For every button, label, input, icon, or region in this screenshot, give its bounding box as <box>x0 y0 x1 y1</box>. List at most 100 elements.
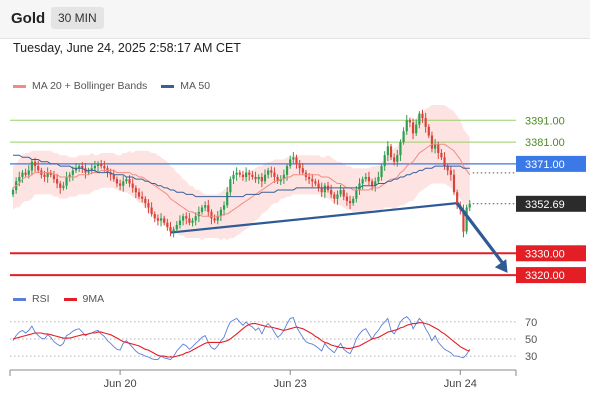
ma50-line <box>13 154 470 198</box>
candle-body <box>411 122 415 134</box>
candle-body <box>386 146 389 156</box>
legend-swatch-ma50 <box>161 84 175 88</box>
candle-body <box>213 218 216 221</box>
candle-body <box>339 190 342 195</box>
candle-body <box>109 172 112 175</box>
legend-label-9ma: 9MA <box>82 293 105 305</box>
candle-body <box>200 207 204 212</box>
candle-body <box>348 200 352 204</box>
candle-body <box>333 194 336 199</box>
legend-swatch-ma20 <box>13 84 26 88</box>
candle-body <box>323 185 326 193</box>
candle-body <box>207 205 210 212</box>
candle-body <box>119 183 122 186</box>
candle-body <box>285 166 289 175</box>
candle-body <box>260 176 263 182</box>
candle-body <box>367 176 371 182</box>
candle-body <box>254 176 257 180</box>
candle-body <box>125 179 128 182</box>
candle-body <box>49 172 52 175</box>
candle-body <box>115 179 119 184</box>
trendline <box>170 202 458 234</box>
candle-body <box>295 157 298 164</box>
candle-body <box>263 174 267 182</box>
candle-body <box>172 229 175 232</box>
candle-body <box>402 131 405 143</box>
candle-body <box>465 207 468 232</box>
candle-body <box>134 187 137 193</box>
candle-body <box>289 159 292 167</box>
candle-body <box>314 181 317 184</box>
level-tag-3330.00 <box>516 245 586 262</box>
candle-body <box>427 126 430 136</box>
candle-body <box>342 190 345 197</box>
candle-body <box>440 152 443 158</box>
candle-body <box>71 170 74 175</box>
candle-body <box>374 181 377 186</box>
candle-body <box>317 183 320 188</box>
candle-body <box>434 144 437 149</box>
candle-body <box>191 220 194 223</box>
legend-swatch-rsi <box>13 297 26 301</box>
candle-body <box>100 163 103 167</box>
candle-body <box>301 168 304 173</box>
candle-body <box>144 198 147 204</box>
rsi-tick-30: 30 <box>525 351 537 363</box>
candle-body <box>222 205 226 210</box>
legend-swatch-9ma <box>63 297 77 301</box>
candle-body <box>74 168 78 171</box>
candle-body <box>421 113 424 119</box>
candle-body <box>68 174 71 177</box>
rsi-line <box>12 316 471 361</box>
bollinger-band <box>13 105 470 241</box>
candle-body <box>248 172 251 175</box>
candle-body <box>452 174 456 193</box>
candle-body <box>276 176 279 182</box>
timeframe-button[interactable]: 30 MIN <box>51 7 104 29</box>
level-tag-3320.00 <box>516 267 586 284</box>
candle-body <box>396 155 399 162</box>
candle-body <box>292 157 295 160</box>
candle-body <box>27 170 30 175</box>
candle-body <box>185 216 188 219</box>
candle-body <box>257 176 260 180</box>
legend-label-ma50: MA 50 <box>180 80 211 92</box>
candle-body <box>18 176 21 182</box>
main-legend: MA 20 + Bollinger Bands MA 50 <box>13 80 210 92</box>
rsi-tick-50: 50 <box>525 334 537 346</box>
candle-body <box>178 220 182 225</box>
candle-body <box>336 194 339 199</box>
candle-body <box>87 170 90 173</box>
candle-body <box>81 166 84 169</box>
level-label-3330.00: 3330.00 <box>525 248 565 260</box>
candle-body <box>232 174 235 180</box>
candle-body <box>131 183 134 188</box>
candle-body <box>437 144 440 153</box>
rsi-legend: RSI 9MA <box>13 293 104 305</box>
candle-body <box>150 207 153 215</box>
rsi-9ma-line <box>12 322 470 358</box>
candle-body <box>59 183 62 188</box>
candle-body <box>33 161 37 167</box>
candles <box>11 109 471 238</box>
timestamp: Tuesday, June 24, 2025 2:58:17 AM CET <box>13 41 241 55</box>
level-label-3391.00: 3391.00 <box>525 115 565 127</box>
candle-body <box>169 227 172 232</box>
candle-body <box>112 174 115 180</box>
candle-body <box>377 176 380 182</box>
candle-body <box>21 172 24 177</box>
candle-body <box>128 179 131 184</box>
level-tag-3371.00 <box>516 155 586 172</box>
candle-body <box>219 209 222 217</box>
candle-body <box>355 190 358 199</box>
candle-body <box>159 218 163 221</box>
projection-arrow-shaft <box>455 202 507 268</box>
candle-body <box>446 166 449 171</box>
candle-body <box>90 168 93 171</box>
candle-body <box>358 183 361 191</box>
level-label-3381.00: 3381.00 <box>525 137 565 149</box>
candle-body <box>93 166 96 169</box>
candle-body <box>78 166 81 169</box>
projection-arrow-head <box>494 259 508 273</box>
